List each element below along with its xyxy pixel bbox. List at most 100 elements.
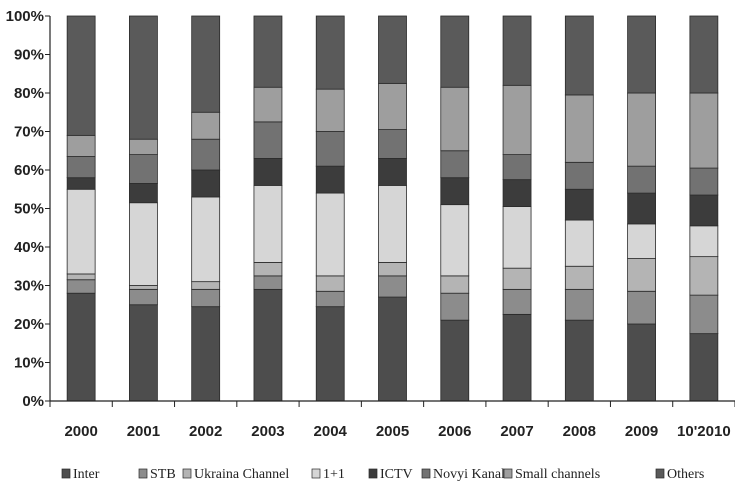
y-tick-label: 60% bbox=[14, 162, 44, 179]
bar-segment-inter-2004 bbox=[315, 306, 345, 402]
bar-segment-small-channels-2000 bbox=[66, 134, 96, 157]
bar-segment-1-1-2002 bbox=[191, 196, 221, 283]
legend-label-inter: Inter bbox=[73, 467, 100, 482]
bar-segment-inter-2002 bbox=[191, 306, 221, 402]
x-tick-label: 2000 bbox=[64, 423, 97, 440]
legend-label-stb: STB bbox=[150, 467, 176, 482]
bar-segment-stb-2003 bbox=[253, 275, 283, 290]
y-tick-label: 80% bbox=[14, 85, 44, 102]
bar-segment-others-2006 bbox=[440, 15, 470, 88]
x-tick-label: 10'2010 bbox=[677, 423, 731, 440]
bar-segment-ukraina-channel-2003 bbox=[253, 261, 283, 277]
bar-segment-stb-2007 bbox=[502, 288, 532, 315]
y-tick-label: 0% bbox=[22, 393, 44, 410]
bar-segment-novyi-kanal-2003 bbox=[253, 121, 283, 159]
x-tick-label: 2005 bbox=[376, 423, 409, 440]
bar-segment-stb-2001 bbox=[129, 288, 158, 306]
bar-segment-1-1-2006 bbox=[440, 204, 470, 277]
bar-segment-ictv-102010 bbox=[689, 194, 719, 227]
x-tick-label: 2003 bbox=[251, 423, 284, 440]
bar-segment-small-channels-2008 bbox=[564, 94, 594, 163]
bars-layer bbox=[66, 15, 719, 402]
bar-segment-small-channels-2002 bbox=[191, 111, 221, 140]
bar-segment-others-2009 bbox=[627, 15, 656, 94]
bar-segment-novyi-kanal-2009 bbox=[627, 165, 656, 194]
bar-segment-small-channels-102010 bbox=[689, 92, 719, 169]
x-tick-label: 2006 bbox=[438, 423, 471, 440]
bar-segment-stb-2004 bbox=[315, 290, 345, 308]
bar-segment-ukraina-channel-2004 bbox=[315, 275, 345, 292]
bar-segment-1-1-2003 bbox=[253, 184, 283, 263]
bar-segment-ukraina-channel-2005 bbox=[378, 261, 407, 277]
bar-segment-small-channels-2006 bbox=[440, 86, 470, 152]
y-tick-label: 30% bbox=[14, 278, 44, 295]
bar-segment-others-102010 bbox=[689, 15, 719, 94]
bar-segment-stb-2005 bbox=[378, 275, 407, 298]
bar-segment-ukraina-channel-2008 bbox=[564, 265, 594, 290]
legend-swatch-inter bbox=[61, 468, 71, 479]
bar-segment-1-1-2001 bbox=[129, 202, 158, 286]
bar-segment-others-2000 bbox=[66, 15, 96, 136]
bar-segment-novyi-kanal-2008 bbox=[564, 161, 594, 190]
bar-segment-ictv-2001 bbox=[129, 183, 158, 204]
bar-segment-ictv-2006 bbox=[440, 177, 470, 206]
bar-segment-inter-2008 bbox=[564, 319, 594, 402]
bar-segment-inter-2000 bbox=[66, 292, 96, 402]
x-tick-label: 2007 bbox=[500, 423, 533, 440]
bar-segment-ukraina-channel-102010 bbox=[689, 256, 719, 296]
bar-segment-novyi-kanal-2000 bbox=[66, 156, 96, 179]
bar-segment-small-channels-2007 bbox=[502, 84, 532, 156]
bar-segment-novyi-kanal-2002 bbox=[191, 138, 221, 171]
bar-segment-ukraina-channel-2006 bbox=[440, 275, 470, 294]
bar-segment-stb-102010 bbox=[689, 294, 719, 335]
legend-swatch-novyi-kanal bbox=[421, 468, 431, 479]
x-axis-tick-labels: 2000 2001 2002 2003 2004 2005 2006 2007 2008 2009… bbox=[64, 423, 730, 440]
bar-segment-novyi-kanal-2004 bbox=[315, 131, 345, 167]
y-tick-label: 50% bbox=[14, 201, 44, 218]
bar-segment-stb-2000 bbox=[66, 279, 96, 294]
bar-segment-stb-2008 bbox=[564, 288, 594, 321]
bar-segment-inter-102010 bbox=[689, 333, 719, 402]
bar-segment-stb-2009 bbox=[627, 290, 656, 325]
bar-segment-1-1-2000 bbox=[66, 188, 96, 275]
bar-segment-ictv-2003 bbox=[253, 158, 283, 186]
y-tick-label: 20% bbox=[14, 316, 44, 333]
bar-segment-inter-2003 bbox=[253, 288, 283, 402]
legend-label-ukraina-channel: Ukraina Channel bbox=[194, 467, 289, 482]
bar-segment-ictv-2004 bbox=[315, 165, 345, 194]
legend: Inter STB Ukraina Channel 1+1 ICTV Novyi Kana… bbox=[61, 467, 704, 482]
x-tick-label: 2002 bbox=[189, 423, 222, 440]
axes-layer bbox=[45, 15, 735, 407]
bar-segment-ictv-2005 bbox=[378, 158, 407, 186]
y-tick-label: 100% bbox=[6, 8, 44, 25]
bar-segment-others-2001 bbox=[129, 15, 158, 140]
bar-segment-ictv-2002 bbox=[191, 169, 221, 198]
bar-segment-ictv-2008 bbox=[564, 188, 594, 221]
y-axis-tick-labels: 0% 10% 20% 30% 40% 50% 60% 70% 80% 90% 100% bbox=[6, 8, 44, 410]
legend-label-novyi-kanal: Novyi Kanal bbox=[433, 467, 505, 482]
bar-segment-others-2005 bbox=[378, 15, 407, 84]
bar-segment-novyi-kanal-2007 bbox=[502, 154, 532, 181]
x-tick-label: 2001 bbox=[127, 423, 160, 440]
bar-segment-1-1-2008 bbox=[564, 219, 594, 267]
legend-swatch-small-channels bbox=[503, 468, 513, 479]
legend-swatch-1-1 bbox=[311, 468, 321, 479]
bar-segment-small-channels-2003 bbox=[253, 86, 283, 123]
bar-segment-small-channels-2004 bbox=[315, 88, 345, 132]
bar-segment-small-channels-2001 bbox=[129, 138, 158, 155]
legend-label-1-1: 1+1 bbox=[323, 467, 345, 482]
legend-label-small-channels: Small channels bbox=[515, 467, 600, 482]
bar-segment-inter-2001 bbox=[129, 304, 158, 402]
bar-segment-novyi-kanal-2001 bbox=[129, 154, 158, 184]
legend-swatch-ictv bbox=[368, 468, 378, 479]
bar-segment-stb-2002 bbox=[191, 288, 221, 308]
bar-segment-ictv-2000 bbox=[66, 177, 96, 190]
bar-segment-others-2002 bbox=[191, 15, 221, 113]
bar-segment-others-2008 bbox=[564, 15, 594, 96]
bar-segment-novyi-kanal-2006 bbox=[440, 150, 470, 179]
bar-segment-inter-2006 bbox=[440, 319, 470, 402]
legend-swatch-stb bbox=[138, 468, 148, 479]
bar-segment-ukraina-channel-2009 bbox=[627, 258, 656, 292]
